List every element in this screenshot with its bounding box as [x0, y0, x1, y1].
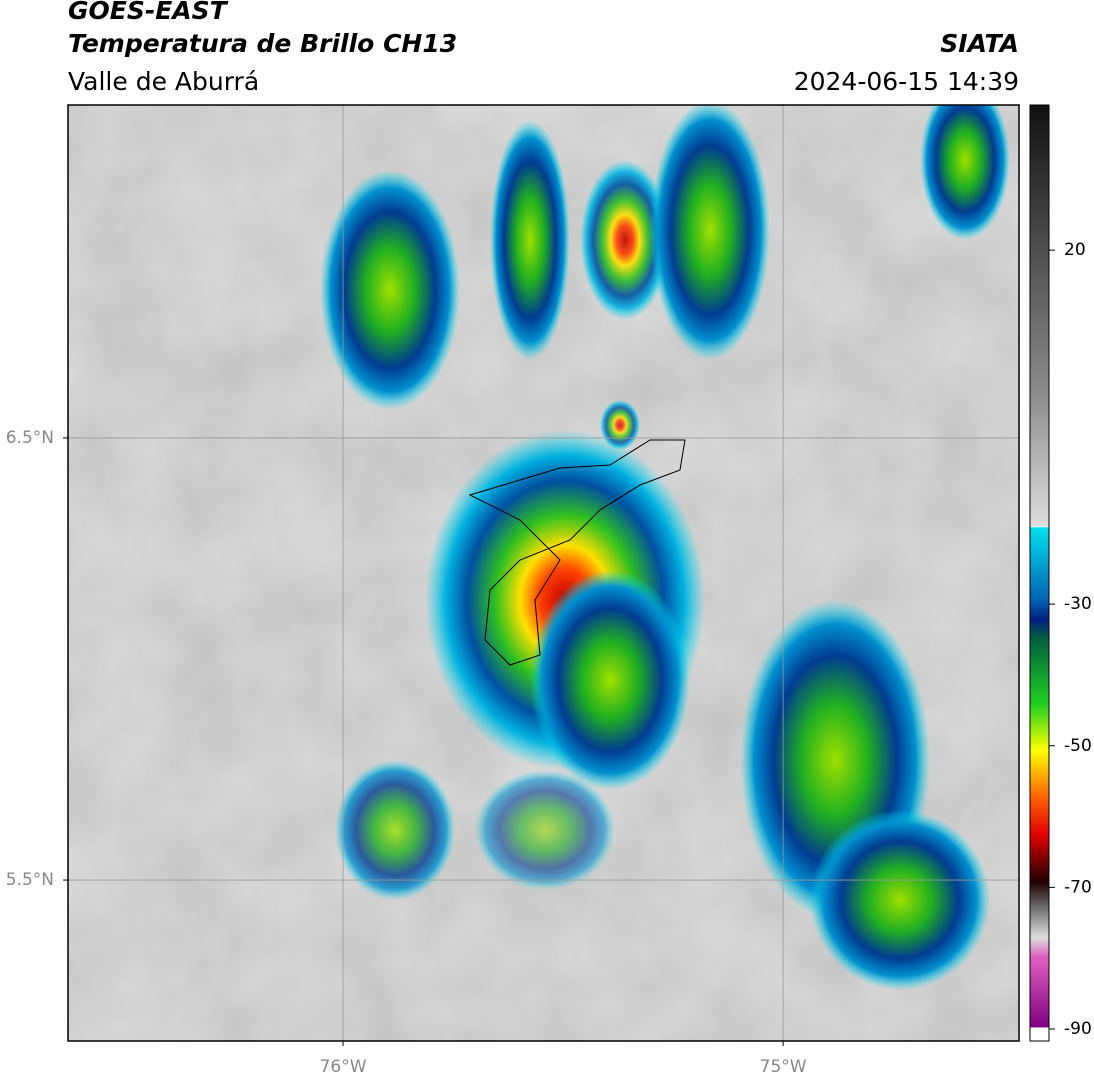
colorbar-tick-label: 20: [1064, 240, 1086, 260]
subtitle: Temperatura de Brillo CH13: [68, 29, 457, 58]
colorbar-tick-label: -90: [1064, 1019, 1092, 1039]
colorbar: [1029, 104, 1050, 1042]
lon-tick-label: 75°W: [760, 1057, 807, 1077]
region: Valle de Aburrá: [68, 67, 259, 96]
lon-tick-label: 76°W: [320, 1057, 367, 1077]
datetime: 2024-06-15 14:39: [794, 67, 1019, 96]
colorbar-tick-label: -30: [1064, 594, 1092, 614]
lat-tick-label: 5.5°N: [6, 870, 54, 890]
title: GOES-EAST: [68, 0, 229, 25]
map-image: [68, 105, 1019, 1041]
graticule: [68, 105, 1019, 1041]
map-frame: [67, 104, 1020, 1042]
source: SIATA: [940, 29, 1019, 58]
colorbar-tick-label: -70: [1064, 877, 1092, 897]
lat-tick-label: 6.5°N: [6, 428, 54, 448]
colorbar-tick-label: -50: [1064, 736, 1092, 756]
